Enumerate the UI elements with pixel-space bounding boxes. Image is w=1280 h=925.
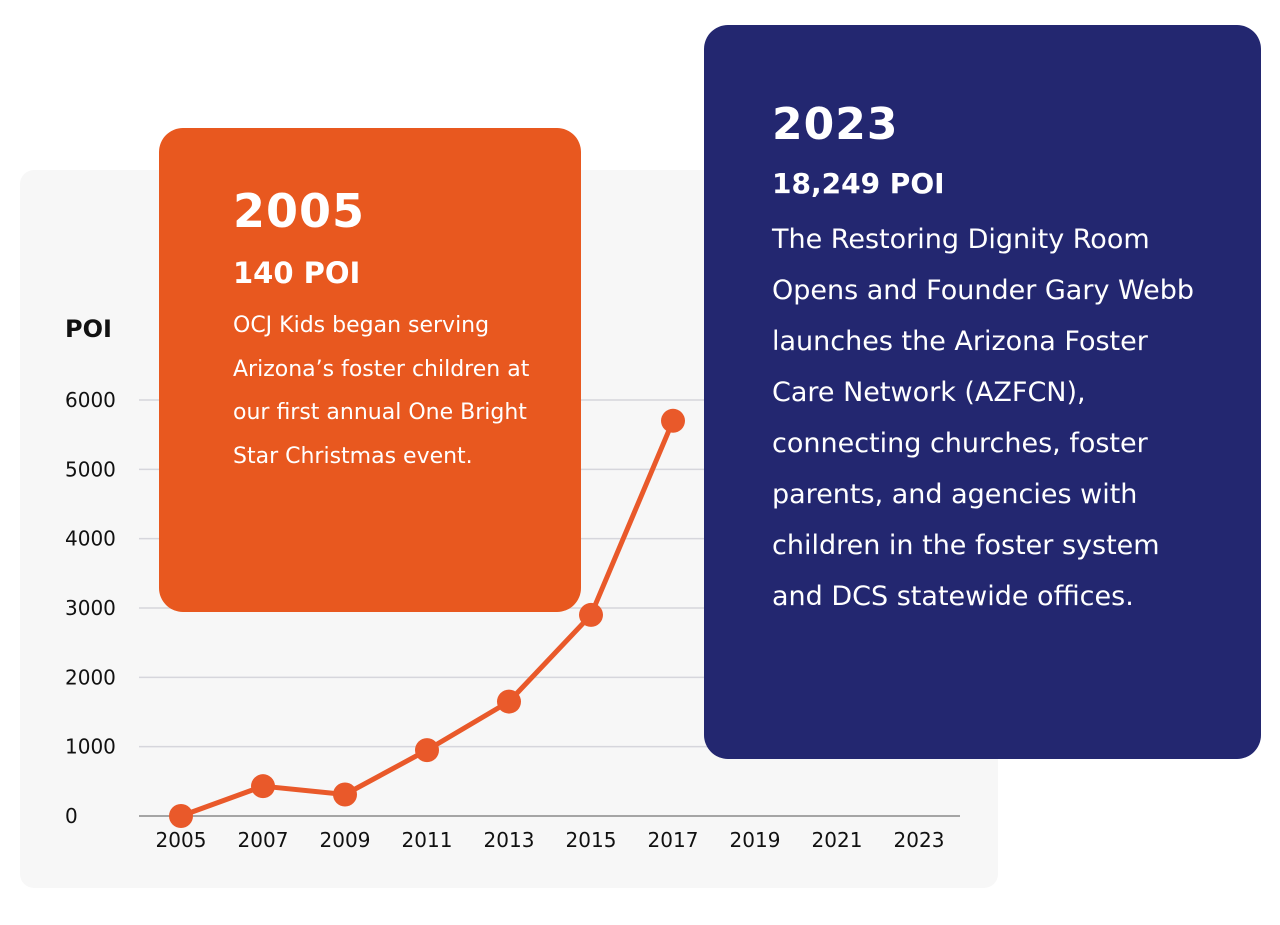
- x-tick-label: 2005: [156, 828, 207, 852]
- x-tick-label: 2013: [484, 828, 535, 852]
- y-tick-label: 4000: [65, 527, 116, 551]
- data-point: [497, 689, 521, 714]
- y-tick-label: 5000: [65, 457, 116, 481]
- x-tick-label: 2021: [812, 828, 863, 852]
- x-tick-label: 2023: [894, 828, 945, 852]
- x-tick-label: 2017: [648, 828, 699, 852]
- x-tick-label: 2009: [320, 828, 371, 852]
- data-point: [333, 782, 357, 807]
- card-year: 2023: [772, 99, 899, 150]
- milestone-card-2023: 2023 18,249 POI The Restoring Dignity Ro…: [704, 25, 1261, 759]
- x-tick-label: 2011: [402, 828, 453, 852]
- tick-labels: 0 1000 2000 3000 4000 5000 6000 2005 2007 2009 201…: [65, 388, 944, 852]
- card-count: 18,249 POI: [772, 167, 945, 200]
- x-tick-label: 2007: [238, 828, 289, 852]
- y-tick-label: 0: [65, 804, 78, 828]
- card-count: 140 POI: [233, 256, 361, 290]
- x-tick-label: 2015: [566, 828, 617, 852]
- milestone-card-2005: 2005 140 POI OCJ Kids began serving Ariz…: [159, 128, 581, 612]
- y-tick-label: 2000: [65, 665, 116, 689]
- y-tick-label: 6000: [65, 388, 116, 412]
- y-axis-title: POI: [65, 315, 112, 343]
- y-tick-label: 3000: [65, 596, 116, 620]
- data-point: [579, 602, 603, 627]
- y-tick-label: 1000: [65, 735, 116, 759]
- card-description: The Restoring Dignity Room Opens and Fou…: [772, 224, 1195, 612]
- series-poi: [169, 408, 685, 828]
- card-year: 2005: [233, 184, 366, 238]
- x-tick-label: 2019: [730, 828, 781, 852]
- data-point: [251, 774, 275, 799]
- data-point: [661, 408, 685, 433]
- data-point: [169, 804, 193, 828]
- data-point: [415, 738, 439, 763]
- card-description: OCJ Kids began serving Arizona’s foster …: [233, 313, 530, 469]
